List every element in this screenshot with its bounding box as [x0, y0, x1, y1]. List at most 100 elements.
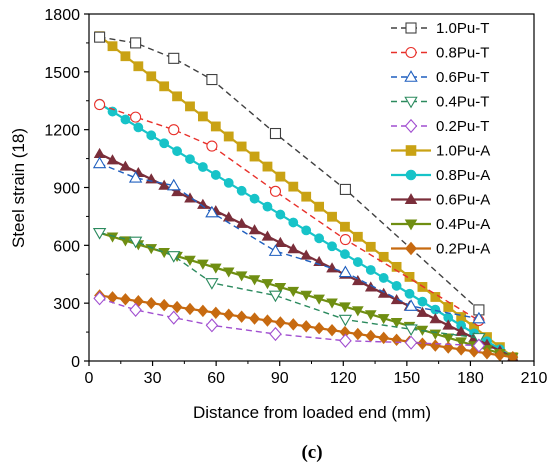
data-point	[167, 251, 181, 263]
data-point	[404, 288, 415, 299]
data-point	[365, 241, 376, 252]
data-point	[236, 310, 248, 323]
data-point	[130, 37, 142, 49]
data-point	[120, 114, 131, 125]
x-tick-label: 120	[330, 370, 357, 387]
data-point	[93, 291, 106, 306]
data-point	[206, 73, 218, 86]
data-point	[314, 201, 325, 212]
data-point	[365, 329, 377, 343]
legend-label: 0.2Pu-A	[436, 241, 490, 258]
data-point	[326, 323, 338, 337]
data-point	[429, 313, 442, 324]
legend-label: 0.4Pu-T	[436, 94, 489, 111]
legend-item: 0.4Pu-T	[391, 94, 489, 111]
legend-item: 0.6Pu-A	[391, 192, 490, 209]
data-point	[443, 302, 454, 312]
data-point	[472, 311, 486, 324]
data-point	[167, 178, 181, 191]
data-point	[94, 31, 106, 43]
y-tick-label: 600	[53, 238, 80, 255]
y-tick-label: 900	[53, 181, 80, 198]
data-point	[210, 170, 221, 180]
data-point	[300, 320, 312, 333]
data-point	[352, 306, 364, 317]
data-point	[93, 147, 106, 158]
data-point	[106, 154, 119, 165]
data-point	[210, 121, 221, 132]
data-point	[107, 291, 118, 304]
legend-label: 1.0Pu-A	[436, 143, 490, 160]
data-point	[340, 249, 350, 260]
data-point	[168, 52, 180, 64]
data-point	[248, 224, 261, 235]
data-point	[269, 326, 282, 342]
data-point	[92, 228, 107, 240]
data-point	[184, 302, 196, 316]
data-point	[146, 130, 157, 141]
data-point	[262, 161, 273, 172]
data-point	[326, 298, 338, 309]
data-point	[262, 314, 273, 327]
data-point	[235, 217, 248, 228]
data-point	[146, 71, 157, 82]
data-point	[340, 221, 350, 232]
legend-marker	[405, 22, 417, 34]
data-point	[455, 337, 467, 348]
legend-marker	[405, 241, 417, 256]
data-point	[456, 312, 467, 322]
legend: 1.0Pu-T 0.8Pu-T 0.6Pu-T 0.4Pu-T 0.2Pu-T 1.0Pu…	[391, 20, 490, 258]
data-point	[171, 300, 183, 314]
data-point	[185, 101, 195, 112]
x-tick-label: 60	[207, 370, 225, 387]
data-point	[301, 191, 312, 202]
data-point	[377, 314, 390, 325]
legend-label: 1.0Pu-T	[436, 20, 489, 37]
data-point	[159, 81, 170, 92]
series-line	[99, 162, 480, 320]
data-point	[416, 306, 429, 317]
data-point	[184, 192, 196, 203]
data-point	[404, 272, 415, 282]
data-point	[223, 131, 234, 142]
y-tick-label: 1800	[44, 7, 80, 24]
data-point	[378, 273, 389, 283]
data-point	[119, 293, 131, 306]
series-06pu-t	[92, 156, 486, 324]
data-point	[222, 267, 235, 278]
legend-item: 0.8Pu-T	[391, 45, 489, 62]
data-point	[236, 185, 247, 196]
data-point	[339, 302, 351, 313]
data-point	[274, 316, 286, 329]
data-point	[275, 209, 286, 220]
legend-label: 0.8Pu-T	[436, 45, 489, 62]
x-tick-label: 90	[271, 370, 289, 387]
figure-caption: (c)	[301, 442, 322, 463]
data-point	[275, 171, 286, 182]
data-point	[313, 294, 325, 305]
data-point	[327, 211, 337, 222]
data-point	[338, 265, 353, 278]
data-point	[352, 257, 363, 267]
data-point	[404, 299, 418, 311]
series-line	[99, 36, 480, 311]
legend-marker	[404, 118, 418, 134]
data-point	[313, 322, 325, 335]
data-point	[416, 337, 428, 350]
data-point	[430, 292, 441, 302]
data-point	[236, 141, 247, 152]
data-point	[430, 304, 441, 315]
y-tick-label: 1500	[44, 65, 80, 82]
y-axis-title: Steel strain (18)	[9, 128, 28, 248]
data-point	[185, 154, 195, 164]
data-point	[197, 162, 208, 172]
data-point	[352, 274, 364, 286]
data-point	[339, 183, 351, 195]
legend-item: 1.0Pu-T	[391, 20, 489, 37]
x-axis-title: Distance from loaded end (mm)	[193, 403, 431, 422]
data-point	[94, 99, 106, 111]
legend-marker	[405, 169, 417, 181]
series-10pu-a	[94, 31, 518, 361]
data-point	[288, 181, 299, 192]
data-point	[339, 234, 351, 246]
